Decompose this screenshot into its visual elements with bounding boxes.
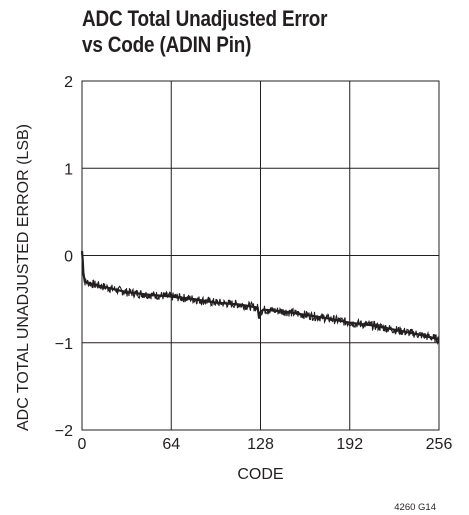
data-point xyxy=(282,310,284,312)
y-tick-labels: −2 −1 0 1 2 xyxy=(55,74,73,440)
x-tick-labels: 0 64 128 192 256 xyxy=(78,436,453,453)
y-tick-label: 1 xyxy=(64,161,73,178)
data-point xyxy=(92,283,94,285)
data-point xyxy=(393,329,395,331)
data-point xyxy=(148,294,150,296)
data-point xyxy=(82,272,84,274)
data-point xyxy=(416,333,418,335)
chart-title: ADC Total Unadjusted Error vs Code (ADIN… xyxy=(82,6,328,58)
y-tick-label: 2 xyxy=(64,74,73,91)
data-point xyxy=(258,317,260,319)
x-axis-label: CODE xyxy=(237,466,283,483)
data-point xyxy=(192,298,195,300)
x-tick-label: 128 xyxy=(247,436,274,453)
data-point xyxy=(262,308,264,311)
x-tick-label: 256 xyxy=(426,436,453,453)
data-point xyxy=(84,281,86,283)
data-point xyxy=(248,305,250,307)
data-point xyxy=(304,314,306,316)
y-tick-label: −1 xyxy=(55,336,73,353)
plot-frame xyxy=(81,80,440,431)
data-point xyxy=(170,295,172,298)
data-point xyxy=(237,303,239,305)
data-point xyxy=(259,311,262,313)
data-point xyxy=(371,324,373,326)
data-point xyxy=(326,317,329,319)
data-point xyxy=(103,286,105,288)
x-tick-label: 0 xyxy=(78,436,87,453)
data-point xyxy=(257,307,259,309)
chart-title-line-2: vs Code (ADIN Pin) xyxy=(82,32,252,57)
y-tick-label: 0 xyxy=(64,249,73,266)
figure-id: 4260 G14 xyxy=(394,502,436,513)
data-point xyxy=(215,302,217,304)
chart-title-line-1: ADC Total Unadjusted Error xyxy=(82,6,328,31)
grid-lines xyxy=(82,81,439,430)
y-axis-label: ADC TOTAL UNADJUSTED ERROR (LSB) xyxy=(15,124,32,431)
data-point xyxy=(349,322,351,324)
y-tick-label: −2 xyxy=(55,423,73,440)
x-tick-label: 64 xyxy=(162,436,180,453)
series-layer xyxy=(80,250,440,346)
x-tick-label: 192 xyxy=(336,436,363,453)
data-point xyxy=(126,291,128,293)
